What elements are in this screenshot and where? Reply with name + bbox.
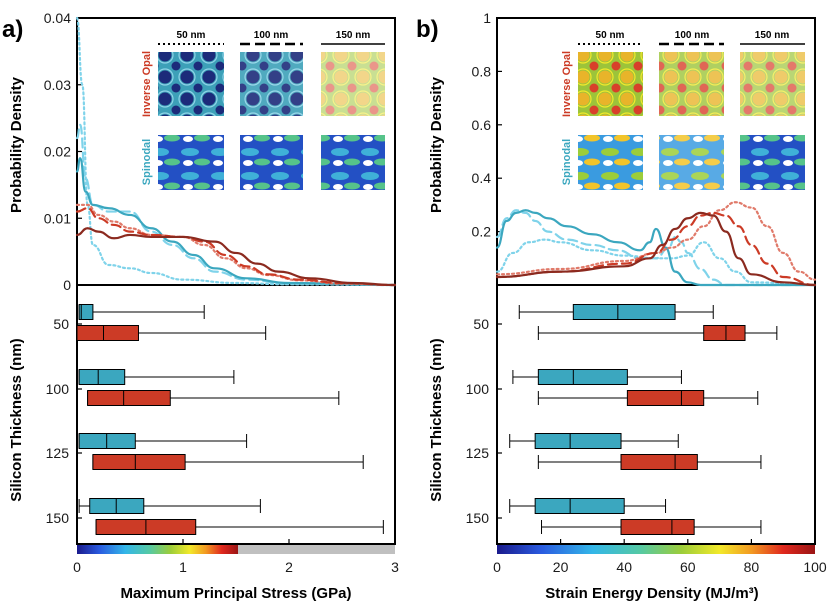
y-tick-label: 0.04 — [44, 10, 71, 26]
colorbar-a — [77, 544, 238, 554]
pdf-series-line — [75, 16, 397, 287]
x-tick-label: 100 — [803, 559, 827, 575]
x-tick-label: 60 — [680, 559, 696, 575]
plot-layer: 00.010.020.030.040.20.40.60.815010012515… — [44, 10, 827, 575]
category-label: 50 — [53, 316, 69, 332]
y-tick-label: 0.03 — [44, 77, 71, 93]
render-b-spin-150 — [740, 135, 805, 190]
render-a-spin-100 — [240, 135, 303, 190]
box-iqr — [78, 369, 126, 385]
pdf-a-ylabel: Probability Density — [8, 76, 25, 213]
render-b-spin-100 — [659, 135, 724, 190]
x-tick-label: 0 — [493, 559, 501, 575]
category-label: 100 — [46, 381, 70, 397]
y-tick-label: 0.01 — [44, 210, 71, 226]
panel-label-b: b) — [416, 16, 439, 43]
y-tick-label: 0.02 — [44, 144, 71, 160]
pdf-series-line — [495, 209, 817, 287]
x-tick-label: 1 — [179, 559, 187, 575]
pdf-series-line — [75, 203, 397, 287]
box-a-frame — [76, 284, 396, 545]
box-iqr — [78, 304, 94, 320]
box-iqr — [626, 390, 705, 406]
box-iqr — [572, 304, 676, 320]
inset-b: 50 nm 100 nm 150 nm Inverse Opal Spinoda… — [561, 30, 805, 190]
y-tick-label: 0.4 — [472, 170, 492, 186]
render-b-spin-50 — [578, 135, 643, 190]
render-a-spin-50 — [158, 135, 224, 190]
render-a-opal-100 — [240, 52, 303, 116]
scale-b-50: 50 nm — [596, 30, 625, 41]
row-a-spin: Spinodal — [141, 139, 153, 185]
box-iqr — [620, 519, 695, 535]
scale-b-150: 150 nm — [755, 30, 790, 41]
box-iqr — [89, 498, 145, 514]
box-iqr — [620, 454, 698, 470]
row-b-spin: Spinodal — [561, 139, 573, 185]
colorbar-b — [497, 544, 815, 554]
box-iqr — [534, 433, 622, 449]
x-tick-label: 3 — [391, 559, 399, 575]
pdf-series-line — [495, 211, 817, 287]
box-iqr — [534, 498, 625, 514]
pdf-series-line — [75, 207, 397, 287]
scale-a-50: 50 nm — [177, 30, 206, 41]
y-tick-label: 0.6 — [472, 117, 492, 133]
box-iqr — [76, 325, 139, 341]
pdf-series-line — [75, 157, 397, 287]
x-tick-label: 0 — [73, 559, 81, 575]
category-label: 50 — [473, 316, 489, 332]
box-iqr — [537, 369, 628, 385]
category-label: 150 — [466, 510, 490, 526]
y-tick-label: 1 — [483, 10, 491, 26]
y-tick-label: 0.8 — [472, 63, 492, 79]
render-a-opal-150 — [321, 52, 385, 116]
scale-a-100: 100 nm — [254, 30, 289, 41]
box-a-ylabel: Silicon Thickness (nm) — [8, 338, 25, 501]
pdf-series-line — [495, 201, 817, 281]
render-b-opal-50 — [578, 52, 643, 116]
box-iqr — [87, 390, 171, 406]
x-tick-label: 2 — [285, 559, 293, 575]
x-axis-title-b: Strain Energy Density (MJ/m³) — [545, 585, 758, 602]
row-a-opal: Inverse Opal — [141, 51, 153, 117]
y-tick-label: 0.2 — [472, 224, 492, 240]
y-tick-label: 0 — [63, 277, 71, 293]
pdf-series-line — [75, 123, 397, 287]
colorbar-a-saturated — [238, 544, 395, 554]
render-a-spin-150 — [321, 135, 385, 190]
scale-a-150: 150 nm — [336, 30, 371, 41]
panel-label-a: a) — [2, 16, 23, 43]
x-tick-label: 20 — [553, 559, 569, 575]
pdf-series-line — [75, 227, 397, 287]
pdf-series-line — [495, 209, 817, 287]
scale-b-100: 100 nm — [675, 30, 710, 41]
row-b-opal: Inverse Opal — [561, 51, 573, 117]
category-label: 150 — [46, 510, 70, 526]
pdf-b-ylabel: Probability Density — [428, 76, 445, 213]
x-axis-title-a: Maximum Principal Stress (GPa) — [121, 585, 352, 602]
x-tick-label: 40 — [616, 559, 632, 575]
render-a-opal-50 — [158, 52, 224, 116]
render-b-opal-100 — [659, 52, 724, 116]
box-b-frame — [496, 284, 816, 545]
category-label: 125 — [46, 445, 70, 461]
x-tick-label: 80 — [744, 559, 760, 575]
box-iqr — [78, 433, 136, 449]
inset-a: 50 nm 100 nm 150 nm Inverse Opal Spinoda… — [141, 30, 385, 190]
render-b-opal-150 — [740, 52, 805, 116]
category-label: 125 — [466, 445, 490, 461]
category-label: 100 — [466, 381, 490, 397]
pdf-series-line — [495, 211, 817, 287]
box-iqr — [703, 325, 746, 341]
box-b-ylabel: Silicon Thickness (nm) — [428, 338, 445, 501]
box-iqr — [92, 454, 186, 470]
